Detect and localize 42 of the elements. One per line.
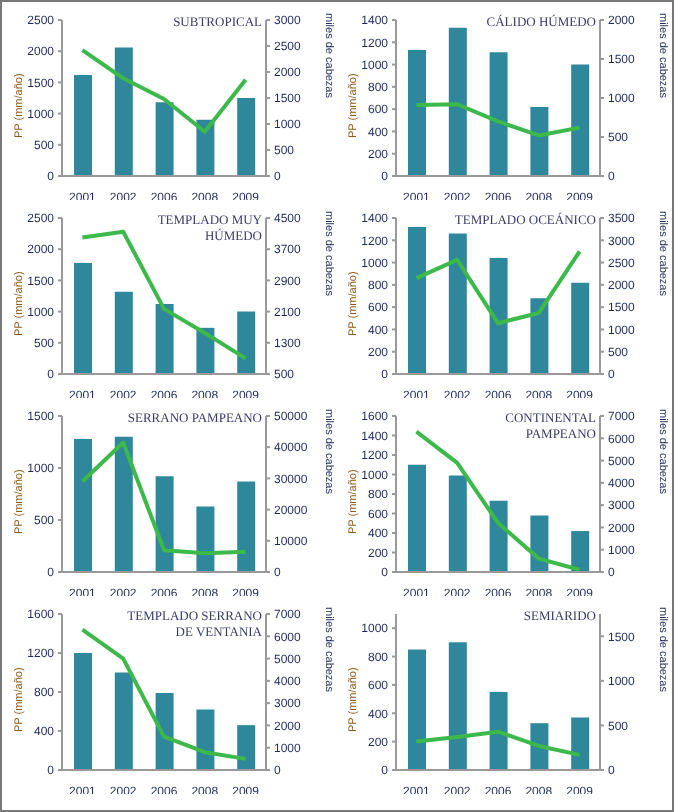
bar — [408, 649, 426, 770]
bar — [155, 476, 174, 572]
line-series — [414, 102, 582, 138]
bar — [489, 258, 508, 374]
bar — [571, 717, 590, 770]
bar — [408, 50, 426, 176]
bar — [74, 438, 92, 572]
bar — [530, 298, 549, 374]
bar — [571, 531, 590, 572]
bar — [74, 262, 92, 374]
bar — [114, 291, 133, 374]
bar — [237, 725, 256, 770]
line-series — [414, 249, 582, 326]
bar — [489, 692, 508, 770]
bar — [530, 106, 549, 176]
bar — [408, 464, 426, 572]
bar — [571, 282, 590, 374]
bar — [530, 515, 549, 572]
bar — [114, 47, 133, 176]
bar — [114, 672, 133, 770]
bar — [237, 98, 256, 176]
bar — [571, 64, 590, 176]
bar — [155, 692, 174, 770]
bar — [448, 233, 467, 374]
bar — [448, 475, 467, 572]
bar — [408, 226, 426, 374]
bar — [448, 27, 467, 176]
bar — [237, 481, 256, 572]
bar — [237, 311, 256, 374]
bar — [74, 74, 92, 176]
line-series — [80, 48, 248, 134]
bar — [489, 52, 508, 176]
line-series — [414, 729, 582, 757]
bar — [155, 102, 174, 176]
bar — [489, 500, 508, 572]
bar — [114, 436, 133, 572]
bar — [74, 653, 92, 770]
bar — [196, 506, 215, 572]
line-series — [80, 440, 248, 556]
bar — [448, 642, 467, 770]
bar — [155, 304, 174, 374]
bar — [196, 709, 215, 770]
